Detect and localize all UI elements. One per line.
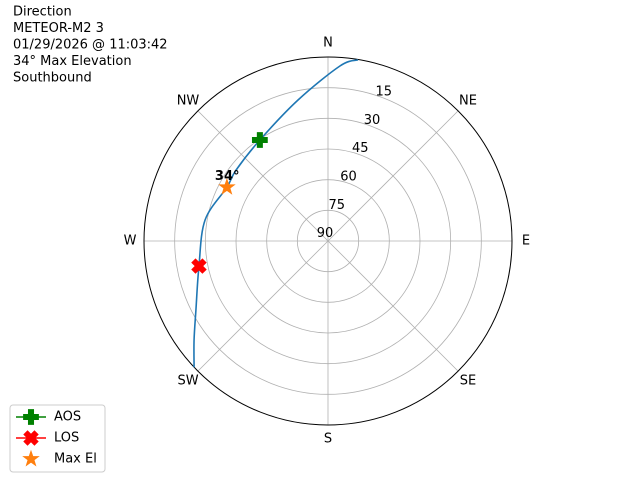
r-tick-label: 60: [340, 169, 357, 184]
marker: [191, 258, 207, 274]
grid-spoke: [327, 110, 459, 242]
title-line: Direction: [13, 5, 72, 20]
legend-label: AOS: [54, 410, 81, 425]
legend-marker: [22, 449, 40, 467]
grid-spoke: [327, 240, 459, 372]
r-tick-label: 75: [329, 198, 346, 213]
theta-tick-label: N: [323, 36, 333, 51]
r-tick-label: 15: [375, 84, 392, 99]
title-line: METEOR-M2 3: [13, 21, 104, 36]
theta-tick-label: SW: [177, 374, 198, 389]
value-label: 34°: [215, 169, 240, 184]
title-line: Southbound: [13, 71, 92, 86]
grid-spoke: [197, 240, 329, 372]
marker: [251, 132, 268, 148]
legend-marker: [23, 430, 39, 446]
legend: AOS LOS Max El: [9, 404, 106, 473]
legend-label: LOS: [54, 431, 79, 446]
theta-tick-label: NW: [177, 93, 200, 108]
legend-marker: [23, 409, 39, 425]
theta-tick-label: W: [124, 234, 137, 249]
track-line: [193, 59, 359, 368]
theta-tick-label: S: [324, 432, 332, 447]
marker: [218, 178, 236, 195]
title-line: 01/29/2026 @ 11:03:42: [13, 38, 168, 53]
r-tick-label: 30: [364, 113, 381, 128]
theta-tick-label: SE: [460, 374, 476, 389]
theta-tick-label: E: [522, 234, 530, 249]
r-tick-label: 90: [317, 226, 334, 241]
grid-spoke: [197, 110, 329, 242]
legend-label: Max El: [54, 452, 97, 467]
title-line: 34° Max Elevation: [13, 54, 132, 69]
r-tick-label: 45: [352, 141, 369, 156]
outer-frame: [143, 56, 513, 426]
theta-tick-label: NE: [459, 93, 477, 108]
